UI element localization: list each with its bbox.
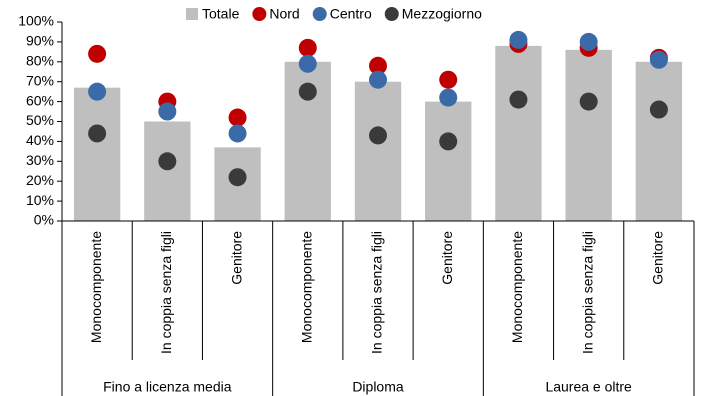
x-tick-label: In coppia senza figli (369, 231, 385, 354)
legend-label: Totale (202, 6, 240, 22)
legend-label: Centro (330, 6, 372, 22)
group-label: Fino a licenza media (103, 379, 232, 395)
y-tick-label: 100% (18, 13, 54, 29)
y-tick-label: 70% (26, 72, 54, 88)
bar (73, 87, 121, 221)
dot (579, 92, 598, 111)
dot (509, 30, 528, 49)
dot (369, 126, 387, 145)
dot (88, 124, 107, 143)
dot (88, 82, 107, 101)
dot (369, 70, 387, 89)
dot (649, 50, 668, 69)
y-tick-label: 0% (34, 212, 54, 228)
group-label: Diploma (352, 379, 404, 395)
x-tick-label: Monocomponente (298, 231, 314, 343)
y-tick-label: 30% (26, 152, 54, 168)
dot (298, 38, 317, 57)
y-tick-label: 90% (26, 33, 54, 49)
bar (635, 61, 683, 221)
x-tick-label: Monocomponente (88, 231, 104, 343)
dot (369, 56, 387, 75)
x-tick-label: Genitore (439, 231, 455, 285)
dot (439, 88, 458, 107)
x-tick-label: In coppia senza figli (158, 231, 174, 354)
dot (158, 102, 177, 121)
bar (425, 101, 472, 221)
legend-swatch (384, 7, 399, 21)
y-tick-label: 40% (26, 132, 54, 148)
legend-label: Mezzogiorno (402, 6, 482, 22)
dot (88, 44, 107, 63)
bar (495, 45, 542, 221)
dot (228, 168, 247, 187)
dot (298, 54, 317, 73)
x-tick-label: Genitore (228, 231, 244, 285)
x-tick-label: Monocomponente (509, 231, 525, 343)
dot (228, 108, 247, 127)
legend-swatch (312, 7, 327, 21)
x-tick-label: In coppia senza figli (579, 231, 595, 354)
legend-swatch (186, 8, 198, 20)
dot (439, 70, 458, 89)
bar (354, 81, 402, 221)
legend-swatch (252, 7, 267, 21)
y-tick-label: 50% (26, 112, 54, 128)
dot (158, 152, 177, 171)
dot (509, 90, 528, 109)
y-tick-label: 80% (26, 53, 54, 69)
bar (144, 121, 191, 221)
group-label: Laurea e oltre (545, 379, 632, 395)
dot (649, 100, 668, 119)
y-tick-label: 10% (26, 192, 54, 208)
x-tick-label: Genitore (650, 231, 666, 285)
dot (228, 124, 247, 143)
dot (439, 132, 458, 151)
dot (579, 32, 598, 51)
bar (565, 49, 612, 221)
y-tick-label: 20% (26, 172, 54, 188)
dot (298, 82, 317, 101)
legend-label: Nord (269, 6, 299, 22)
y-tick-label: 60% (26, 92, 54, 108)
